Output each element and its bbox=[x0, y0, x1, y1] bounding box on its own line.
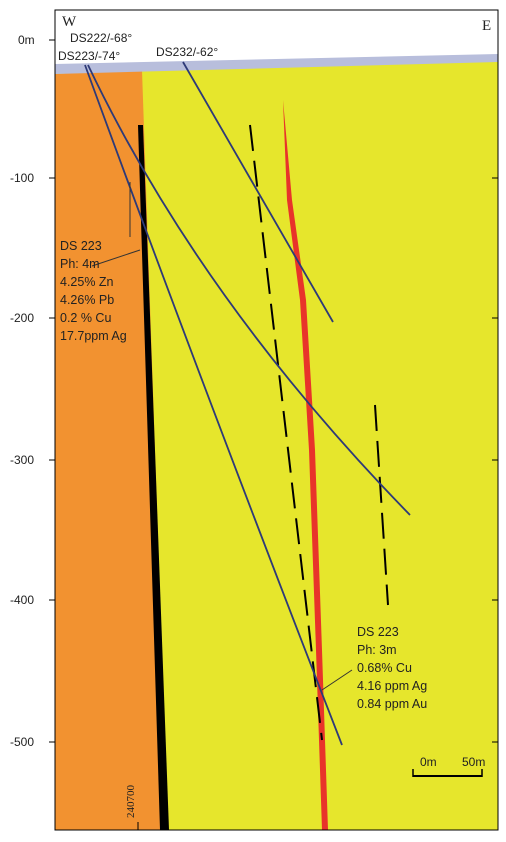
annotation-line: 0.84 ppm Au bbox=[357, 697, 427, 711]
annotation-line: Ph: 4m bbox=[60, 257, 100, 271]
annotation-line: Ph: 3m bbox=[357, 643, 397, 657]
depth-label: -300 bbox=[10, 453, 34, 467]
depth-label: -200 bbox=[10, 311, 34, 325]
drillhole-label: DS223/-74° bbox=[58, 49, 120, 63]
drillhole-label: DS222/-68° bbox=[70, 31, 132, 45]
annotation-line: 4.26% Pb bbox=[60, 293, 114, 307]
annotation-line: 0.2 % Cu bbox=[60, 311, 111, 325]
scale-label: 0m bbox=[420, 755, 437, 769]
depth-label: -400 bbox=[10, 593, 34, 607]
annotation-line: DS 223 bbox=[357, 625, 399, 639]
easting-label: 240700 bbox=[125, 785, 137, 819]
annotation-line: 4.16 ppm Ag bbox=[357, 679, 427, 693]
annotation-line: 4.25% Zn bbox=[60, 275, 114, 289]
annotation-line: 17.7ppm Ag bbox=[60, 329, 127, 343]
depth-label: -500 bbox=[10, 735, 34, 749]
west-label: W bbox=[62, 14, 77, 30]
depth-label: 0m bbox=[18, 33, 35, 47]
cross-section: 0m -100 -200 -300 -400 -500 W E DS222/-6… bbox=[0, 0, 506, 837]
annotation-line: 0.68% Cu bbox=[357, 661, 412, 675]
east-label: E bbox=[482, 18, 491, 34]
scale-label: 50m bbox=[462, 755, 485, 769]
annotation-line: DS 223 bbox=[60, 239, 102, 253]
depth-label: -100 bbox=[10, 171, 34, 185]
drillhole-label: DS232/-62° bbox=[156, 45, 218, 59]
